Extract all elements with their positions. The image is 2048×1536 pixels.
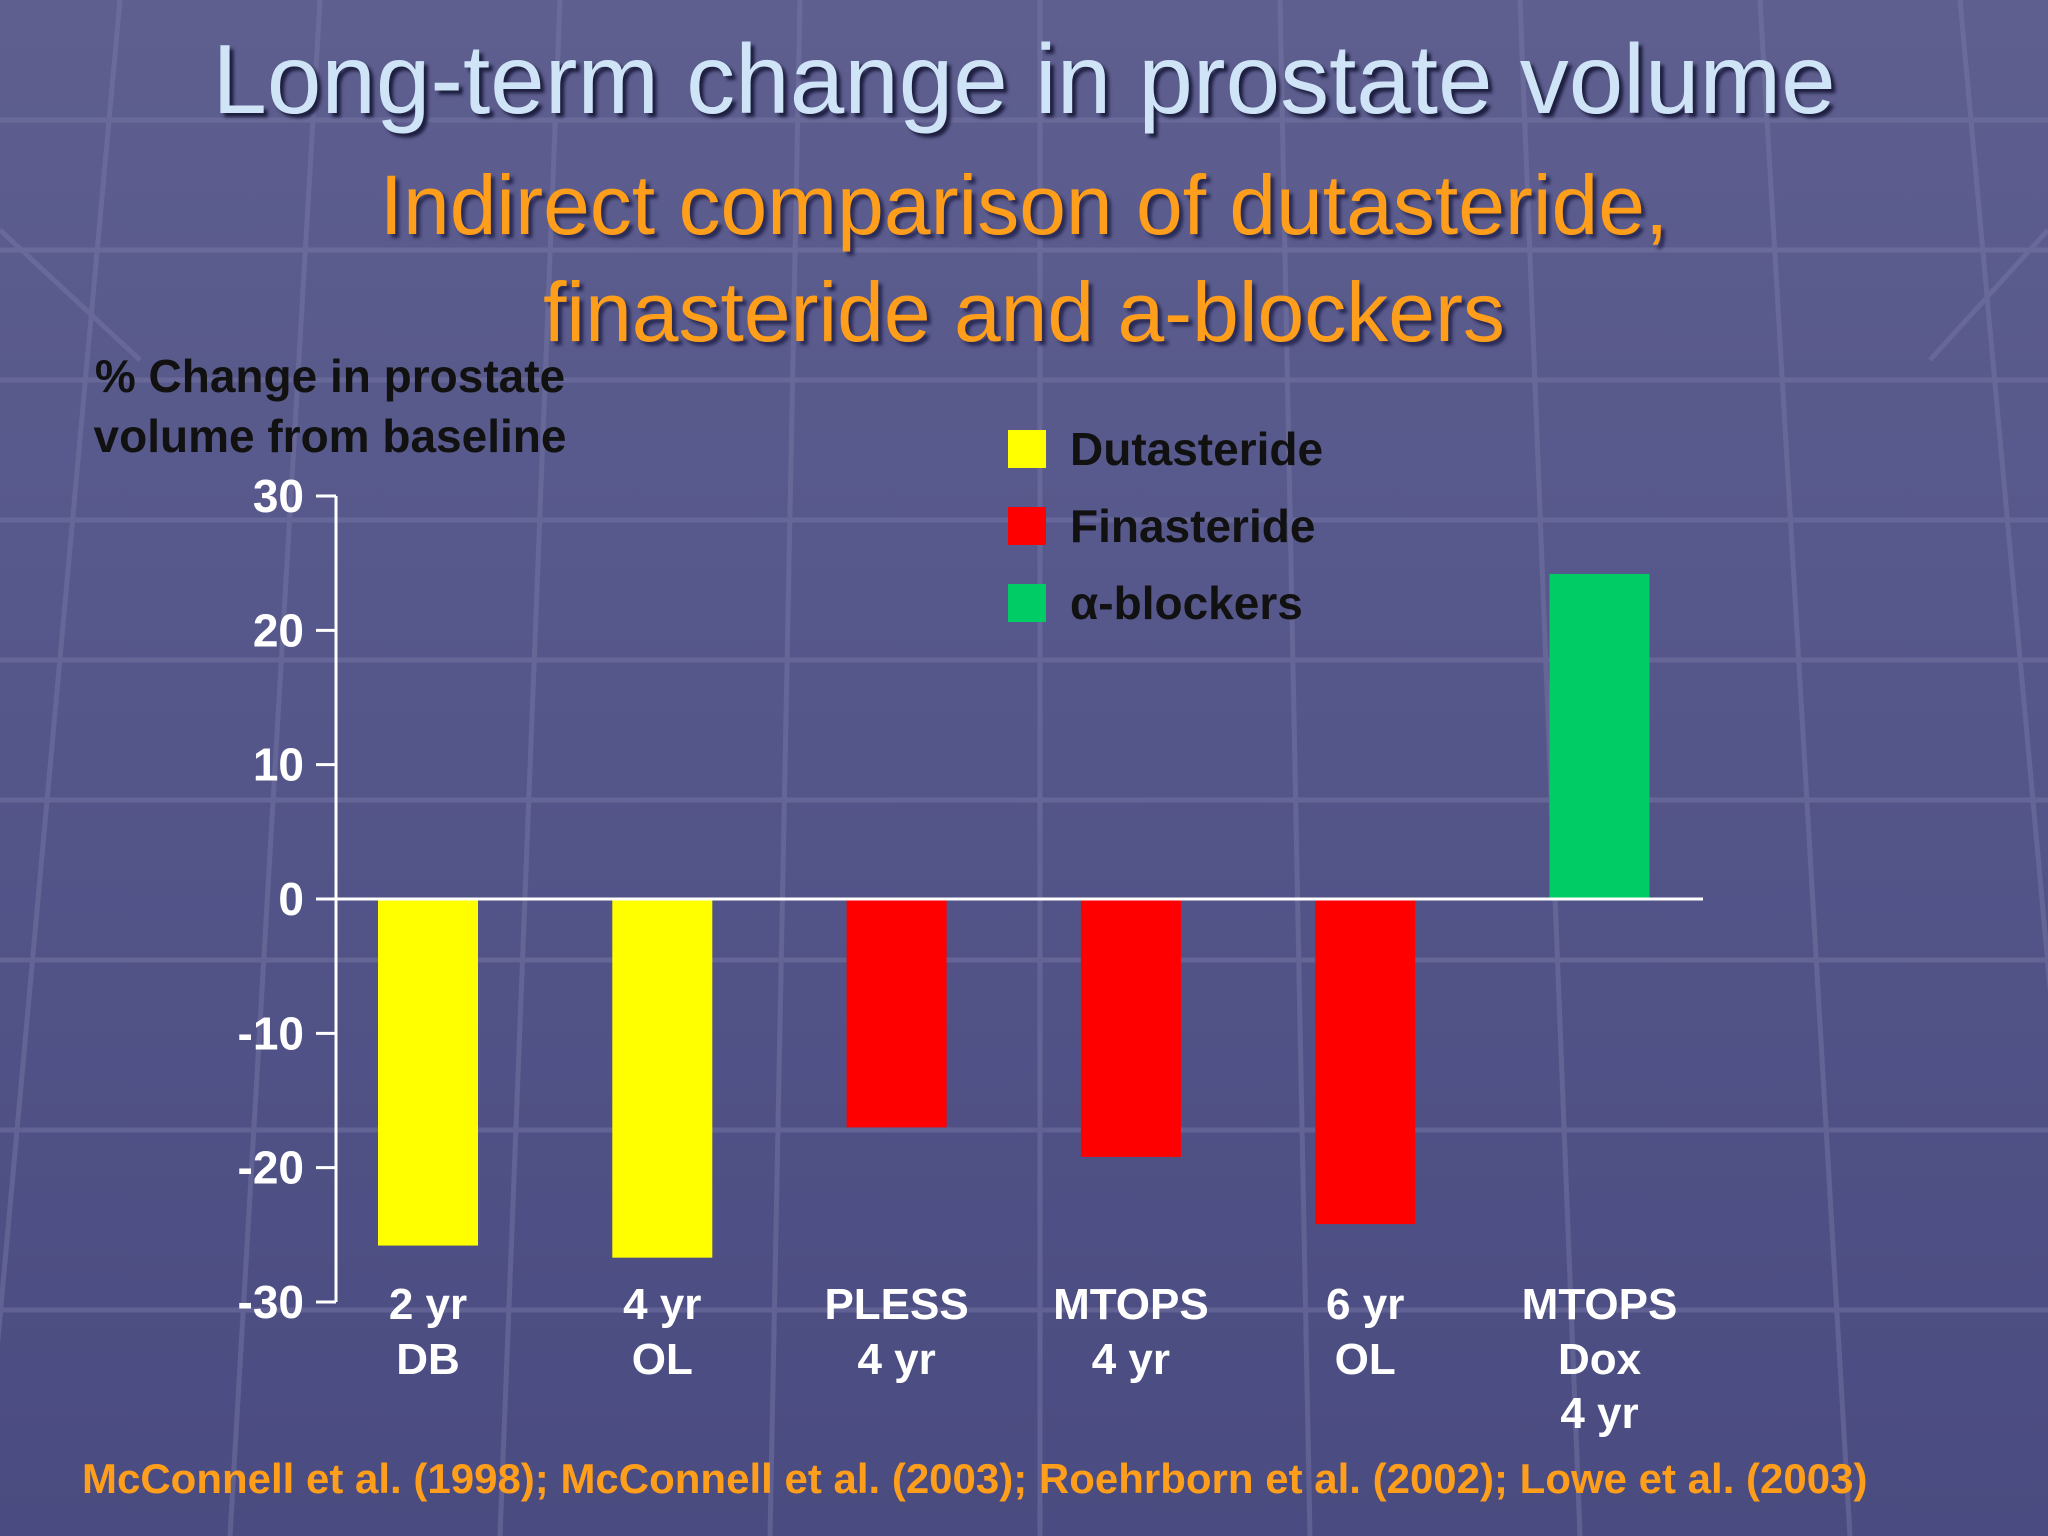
slide-subtitle: Indirect comparison of dutasteride, fina… (0, 152, 2048, 365)
category-label-3: MTOPS 4 yr (1021, 1278, 1241, 1387)
category-label-2-line-1: 4 yr (857, 1334, 936, 1384)
y-axis-label-line-2: volume from baseline (93, 410, 567, 463)
legend-swatch-dutasteride (1008, 429, 1046, 468)
y-tick-label-6: -30 (238, 1276, 304, 1328)
category-label-0: 2 yr DB (318, 1278, 538, 1387)
category-label-4-line-0: 6 yr (1326, 1280, 1405, 1329)
category-label-0-line-0: 2 yr (388, 1280, 468, 1329)
y-tick-label-5: -20 (238, 1142, 304, 1194)
y-tick-label-2: 10 (253, 739, 304, 791)
citation: McConnell et al. (1998); McConnell et al… (82, 1455, 1868, 1502)
y-axis-label-line-1: % Change in prostate (94, 350, 566, 402)
legend-item-dutasteride: Dutasteride (1008, 410, 1323, 487)
legend-swatch-alpha-blockers (1008, 583, 1046, 622)
y-axis-label: % Change in prostate volume from baselin… (50, 346, 610, 467)
category-label-1: 4 yr OL (552, 1278, 772, 1387)
category-label-5-line-0: MTOPS (1521, 1280, 1678, 1329)
legend-item-alpha-blockers: α-blockers (1008, 564, 1323, 641)
category-label-4: 6 yr OL (1255, 1278, 1475, 1387)
bar-4 (1315, 899, 1416, 1225)
y-tick-label-1: 20 (253, 604, 304, 656)
legend-label-dutasteride: Dutasteride (1070, 422, 1324, 475)
y-tick-label-0: 30 (253, 470, 304, 522)
category-label-1-line-0: 4 yr (623, 1280, 702, 1329)
category-label-2-line-0: PLESS (824, 1280, 969, 1329)
category-label-4-line-1: OL (1334, 1334, 1396, 1384)
bar-5 (1549, 573, 1650, 899)
legend-item-finasteride: Finasteride (1008, 487, 1323, 564)
slide-title: Long-term change in prostate volume (212, 24, 1836, 134)
bar-3 (1080, 899, 1181, 1157)
category-label-3-line-1: 4 yr (1091, 1334, 1171, 1384)
category-label-5: MTOPS Dox 4 yr (1490, 1278, 1710, 1442)
subtitle-line-2: finasteride and a-blockers (543, 264, 1505, 359)
category-label-1-line-1: OL (631, 1334, 693, 1384)
category-label-2: PLESS 4 yr (787, 1278, 1007, 1387)
legend-swatch-finasteride (1008, 506, 1046, 545)
category-label-5-line-1: Dox (1557, 1334, 1642, 1384)
legend-label-alpha-blockers: α-blockers (1070, 576, 1303, 629)
y-tick-label-4: -10 (238, 1007, 304, 1059)
category-label-0-line-1: DB (396, 1334, 460, 1384)
category-label-3-line-0: MTOPS (1053, 1280, 1209, 1329)
category-label-5-line-2: 4 yr (1560, 1389, 1639, 1439)
subtitle-line-1: Indirect comparison of dutasteride, (379, 158, 1669, 252)
chart-legend: Dutasteride Finasteride α-blockers (1008, 410, 1323, 641)
bar-1 (612, 899, 713, 1258)
bar-2 (846, 899, 947, 1128)
bar-0 (378, 899, 478, 1246)
legend-label-finasteride: Finasteride (1070, 499, 1316, 552)
y-tick-label-3: 0 (278, 873, 304, 925)
